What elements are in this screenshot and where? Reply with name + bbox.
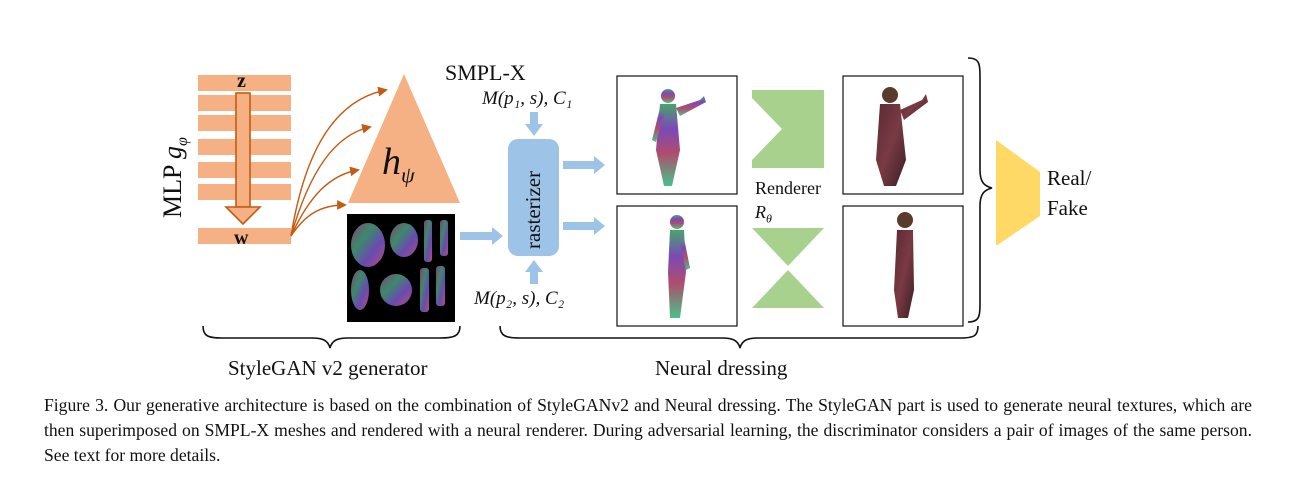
renderer-label: Renderer — [755, 178, 821, 198]
discriminator-brace — [967, 57, 993, 323]
rasterized-mesh-1 — [616, 75, 738, 195]
architecture-diagram: MLP gφ z w hψ SMPL-X M(p₁, s), C₁ M(p₂, … — [158, 57, 1092, 380]
rasterized-mesh-2 — [616, 205, 738, 327]
stylegan-brace — [202, 325, 461, 349]
w-label: w — [234, 227, 249, 249]
input2-label: M(p₂, s), C₂ — [474, 288, 565, 309]
input1-label: M(p₁, s), C₁ — [482, 88, 573, 109]
dressing-brace-label: Neural dressing — [655, 356, 788, 380]
rasterizer-out2-arrow — [563, 217, 605, 235]
rasterizer-out1-arrow — [563, 156, 605, 174]
w-injection-arrows — [290, 86, 388, 237]
rendered-person-1 — [842, 75, 964, 195]
discriminator-label-line1: Real/ — [1047, 166, 1092, 190]
input2-arrow — [525, 260, 543, 284]
h-psi-network — [348, 74, 460, 203]
dressing-brace — [499, 325, 979, 349]
z-to-w-arrow — [224, 92, 262, 226]
smplx-label: SMPL-X — [445, 60, 526, 85]
renderer-2 — [752, 228, 824, 308]
diagram-canvas — [198, 57, 1040, 349]
rasterizer-box — [508, 139, 559, 256]
renderer-symbol: Rθ — [755, 202, 772, 226]
rasterizer-label: rasterizer — [521, 170, 545, 249]
stylegan-brace-label: StyleGAN v2 generator — [228, 356, 428, 380]
input1-arrow — [525, 112, 543, 136]
figure-caption: Figure 3. Our generative architecture is… — [44, 395, 1252, 465]
renderer-1 — [752, 90, 824, 168]
h-psi-label: hψ — [382, 141, 415, 188]
z-label: z — [237, 70, 246, 92]
mlp-label: MLP gφ — [158, 137, 192, 218]
discriminator-shape — [996, 140, 1040, 246]
rendered-person-2 — [842, 205, 964, 327]
discriminator-label-line2: Fake — [1047, 196, 1088, 220]
neural-texture-image — [347, 214, 455, 322]
texture-to-rasterizer-arrow — [460, 227, 503, 245]
